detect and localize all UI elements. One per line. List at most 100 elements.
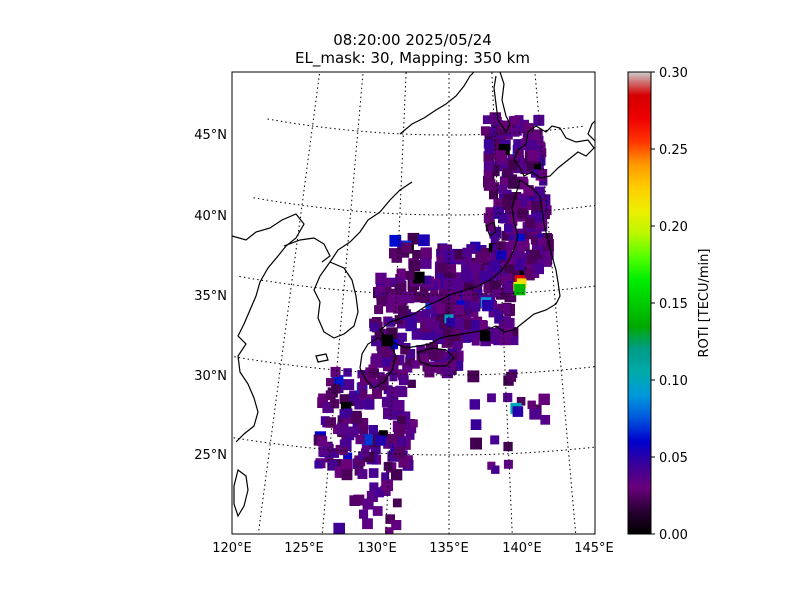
coastlines (232, 72, 595, 518)
roti-cell (534, 186, 545, 197)
roti-cell (537, 237, 546, 247)
roti-cell (534, 209, 545, 221)
roti-cell (385, 527, 394, 534)
roti-cell (318, 393, 328, 404)
roti-cell (492, 287, 502, 297)
roti-cell (522, 123, 534, 135)
roti-cell (363, 451, 375, 463)
roti-cell (501, 198, 513, 209)
graticule-parallel (239, 275, 595, 296)
roti-cell (393, 446, 406, 459)
map-title-settings: EL_mask: 30, Mapping: 350 km (295, 49, 530, 67)
roti-cell (317, 436, 328, 446)
roti-cell (514, 228, 524, 238)
roti-cell (341, 469, 353, 481)
roti-cell (387, 434, 397, 444)
roti-cell (430, 289, 439, 298)
coastline-shikoku (417, 347, 455, 367)
roti-cell (349, 390, 361, 402)
roti-cell (506, 327, 519, 339)
roti-cell (364, 399, 375, 410)
roti-cell (356, 418, 369, 430)
roti-cell (436, 255, 445, 264)
roti-cell (400, 345, 410, 355)
roti-cell (333, 522, 345, 534)
roti-cell (361, 448, 370, 457)
roti-cell (494, 120, 503, 129)
roti-cell (527, 400, 536, 409)
roti-cell (469, 399, 480, 410)
roti-cell (500, 304, 510, 314)
roti-cell (461, 319, 472, 330)
roti-cell (506, 371, 517, 382)
roti-cell (505, 214, 518, 226)
roti-cell (375, 272, 387, 284)
roti-cell (491, 465, 500, 474)
roti-cell (388, 292, 398, 302)
roti-cell (405, 319, 417, 332)
colorbar-tick-label: 0.10 (659, 374, 688, 389)
roti-cell (461, 255, 472, 267)
roti-cell (475, 251, 487, 264)
coastline-taiwan (233, 468, 249, 518)
roti-cell (527, 149, 539, 162)
colorbar-tick-label: 0.30 (659, 66, 688, 81)
roti-cell (329, 448, 339, 458)
roti-cell (518, 267, 527, 276)
roti-cell (378, 430, 388, 440)
roti-cell (494, 150, 506, 162)
coastline-bohai (283, 237, 331, 263)
roti-cell (438, 289, 448, 299)
roti-cell (435, 269, 447, 280)
graticule-parallel (253, 197, 595, 216)
roti-cell (391, 520, 402, 531)
roti-cell (494, 315, 503, 324)
roti-cell (437, 317, 449, 329)
roti-cell (383, 407, 395, 420)
colorbar-ticks (651, 71, 655, 535)
roti-cell (368, 425, 378, 435)
roti-cell (515, 250, 525, 260)
roti-cell (508, 250, 518, 260)
roti-cell (494, 309, 504, 319)
roti-cell (536, 218, 547, 229)
roti-cell (386, 301, 398, 313)
roti-cell (409, 419, 418, 428)
roti-cell (467, 370, 480, 383)
roti-cell (462, 247, 472, 258)
roti-cell (517, 208, 528, 219)
roti-cell (374, 328, 385, 339)
roti-cell (378, 375, 388, 385)
roti-cell (422, 275, 432, 285)
roti-cell (325, 390, 336, 401)
latitude-tick-labels: 25°N 30°N 35°N 40°N 45°N (194, 128, 227, 463)
roti-cell (498, 184, 508, 194)
roti-cell (497, 258, 507, 268)
roti-cell (539, 177, 548, 186)
roti-cell (408, 259, 421, 272)
roti-cell (351, 412, 362, 424)
roti-cell (428, 350, 438, 360)
roti-cell (394, 283, 406, 294)
roti-cell (492, 255, 501, 265)
roti-cell (504, 282, 516, 294)
lon-tick-label: 130°E (357, 541, 397, 556)
roti-cell (436, 262, 448, 274)
roti-cell (454, 249, 465, 260)
roti-cell (327, 460, 338, 471)
roti-cell (490, 328, 501, 339)
roti-cell (489, 190, 499, 200)
roti-cell (445, 264, 457, 275)
roti-cell (446, 317, 455, 327)
roti-cell (531, 201, 541, 211)
roti-cell (541, 245, 554, 258)
roti-cell (418, 234, 430, 247)
roti-cell (507, 177, 520, 189)
roti-cell (509, 336, 519, 346)
roti-cell (397, 240, 406, 249)
roti-cell (424, 317, 436, 329)
roti-cell (362, 518, 373, 530)
roti-cell (504, 124, 513, 133)
roti-cell (514, 284, 526, 296)
roti-cell (483, 151, 494, 162)
